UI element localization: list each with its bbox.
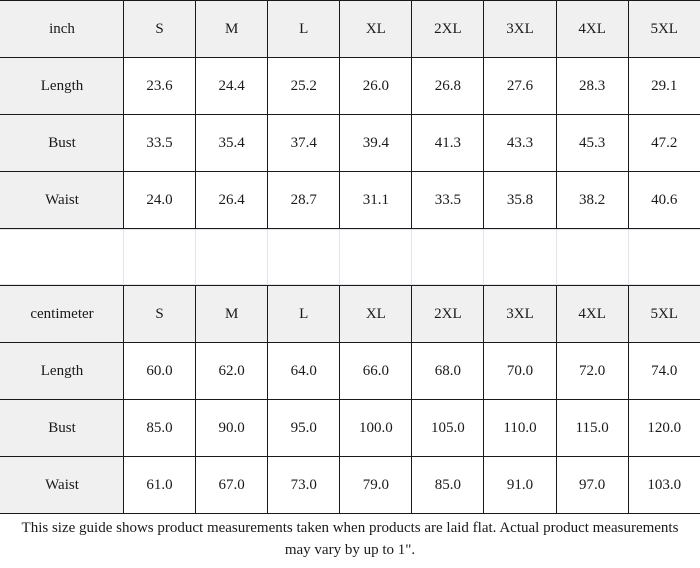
cell-value: 24.0 [124,172,196,229]
row-label-waist: Waist [1,172,124,229]
cell-value: 103.0 [628,457,700,514]
cell-value: 74.0 [628,343,700,400]
cell-value: 26.0 [340,58,412,115]
cell-value: 66.0 [340,343,412,400]
size-table-inch: inch S M L XL 2XL 3XL 4XL 5XL Length 23.… [0,0,700,229]
cell-value: 37.4 [268,115,340,172]
cell-value: 115.0 [556,400,628,457]
spacer-cell [124,230,196,285]
cell-value: 43.3 [484,115,556,172]
cell-value: 33.5 [124,115,196,172]
cell-value: 38.2 [556,172,628,229]
cell-value: 61.0 [124,457,196,514]
cell-value: 73.0 [268,457,340,514]
spacer-cell [1,230,124,285]
spacer-cell [268,230,340,285]
table-spacer-band [0,229,700,285]
spacer-cell [412,230,484,285]
cell-value: 28.7 [268,172,340,229]
cell-value: 90.0 [196,400,268,457]
cell-value: 28.3 [556,58,628,115]
cell-value: 39.4 [340,115,412,172]
cell-value: 41.3 [412,115,484,172]
size-table-centimeter: centimeter S M L XL 2XL 3XL 4XL 5XL Leng… [0,285,700,514]
cell-value: 35.4 [196,115,268,172]
cell-value: 105.0 [412,400,484,457]
cell-value: 31.1 [340,172,412,229]
size-header-2xl: 2XL [412,1,484,58]
cell-value: 33.5 [412,172,484,229]
size-header-xl: XL [340,286,412,343]
spacer-cell [196,230,268,285]
unit-label-centimeter: centimeter [1,286,124,343]
cell-value: 91.0 [484,457,556,514]
spacer-row [1,230,700,285]
size-header-3xl: 3XL [484,286,556,343]
size-header-3xl: 3XL [484,1,556,58]
table-row: Waist 61.0 67.0 73.0 79.0 85.0 91.0 97.0… [1,457,700,514]
cell-value: 100.0 [340,400,412,457]
footer-note: This size guide shows product measuremen… [0,514,700,568]
cell-value: 47.2 [628,115,700,172]
table-row: Bust 85.0 90.0 95.0 100.0 105.0 110.0 11… [1,400,700,457]
cell-value: 24.4 [196,58,268,115]
size-header-l: L [268,286,340,343]
cell-value: 26.8 [412,58,484,115]
size-header-s: S [124,286,196,343]
table-header-row: inch S M L XL 2XL 3XL 4XL 5XL [1,1,700,58]
cell-value: 40.6 [628,172,700,229]
cell-value: 29.1 [628,58,700,115]
cell-value: 85.0 [412,457,484,514]
table-header-row: centimeter S M L XL 2XL 3XL 4XL 5XL [1,286,700,343]
cell-value: 97.0 [556,457,628,514]
size-header-4xl: 4XL [556,286,628,343]
footer-note-text: This size guide shows product measuremen… [18,518,682,562]
cell-value: 64.0 [268,343,340,400]
spacer-cell [628,230,700,285]
cell-value: 95.0 [268,400,340,457]
cell-value: 45.3 [556,115,628,172]
cell-value: 35.8 [484,172,556,229]
cell-value: 120.0 [628,400,700,457]
cell-value: 23.6 [124,58,196,115]
row-label-waist: Waist [1,457,124,514]
cell-value: 67.0 [196,457,268,514]
cell-value: 68.0 [412,343,484,400]
cell-value: 26.4 [196,172,268,229]
cell-value: 25.2 [268,58,340,115]
size-header-m: M [196,286,268,343]
unit-label-inch: inch [1,1,124,58]
table-row: Waist 24.0 26.4 28.7 31.1 33.5 35.8 38.2… [1,172,700,229]
cell-value: 72.0 [556,343,628,400]
row-label-bust: Bust [1,115,124,172]
row-label-bust: Bust [1,400,124,457]
cell-value: 60.0 [124,343,196,400]
table-row: Length 23.6 24.4 25.2 26.0 26.8 27.6 28.… [1,58,700,115]
size-header-xl: XL [340,1,412,58]
size-header-s: S [124,1,196,58]
size-header-4xl: 4XL [556,1,628,58]
spacer-cell [340,230,412,285]
cell-value: 27.6 [484,58,556,115]
cell-value: 62.0 [196,343,268,400]
row-label-length: Length [1,343,124,400]
size-header-m: M [196,1,268,58]
table-row: Length 60.0 62.0 64.0 66.0 68.0 70.0 72.… [1,343,700,400]
size-header-5xl: 5XL [628,286,700,343]
size-header-2xl: 2XL [412,286,484,343]
spacer-cell [484,230,556,285]
row-label-length: Length [1,58,124,115]
cell-value: 70.0 [484,343,556,400]
table-row: Bust 33.5 35.4 37.4 39.4 41.3 43.3 45.3 … [1,115,700,172]
spacer-cell [556,230,628,285]
size-header-l: L [268,1,340,58]
cell-value: 79.0 [340,457,412,514]
cell-value: 110.0 [484,400,556,457]
size-header-5xl: 5XL [628,1,700,58]
cell-value: 85.0 [124,400,196,457]
